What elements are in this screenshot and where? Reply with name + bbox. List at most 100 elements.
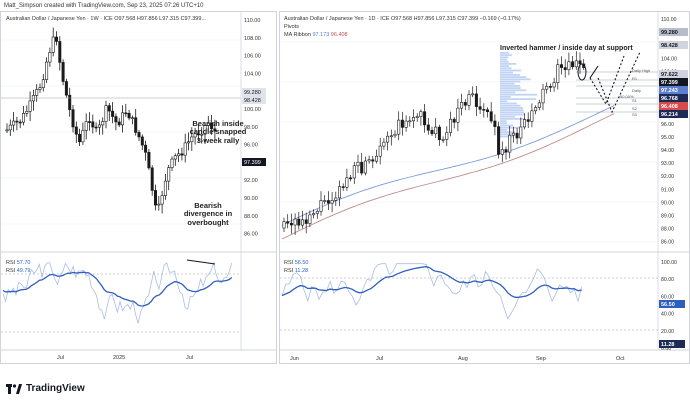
weekly-candle [25,111,29,114]
daily-y-tick: 90.00 [661,200,674,206]
daily-candle [563,67,567,71]
daily-price-tag: 97.243 [661,88,678,94]
weekly-x-tick-jul1: Jul [57,355,65,361]
weekly-candle [121,112,125,126]
projection-path-2 [597,51,641,114]
weekly-y-tick: 86.00 [244,232,258,238]
daily-y-tick: 86.00 [661,240,674,246]
daily-x-tick: Sep [536,356,546,362]
volume-profile-bar [500,104,521,107]
daily-candle [371,159,375,162]
daily-candle [500,149,504,155]
daily-candle [489,111,493,122]
daily-x-tick: Oct [616,356,625,362]
daily-candle [471,93,475,96]
daily-candle [330,200,334,204]
daily-y-tick: 89.00 [661,214,674,220]
daily-candle [315,211,319,214]
weekly-candle [15,120,19,123]
daily-candle [508,134,512,153]
tradingview-logo[interactable]: TradingView [6,383,85,394]
weekly-candle [170,158,174,168]
volume-profile-bar [500,69,522,72]
weekly-y-tick: 90.00 [244,196,258,202]
daily-rsi-y-tick: 100.00 [661,260,677,266]
weekly-y-tick: 96.00 [244,143,258,149]
inverted-hammer-note: Inverted hammer / inside day at support [500,45,633,52]
weekly-candle [187,141,191,144]
daily-candle [441,139,445,141]
daily-candle [404,120,408,128]
weekly-candle [213,128,217,132]
weekly-chart-legend: Australian Dollar / Japanese Yen · 1W · … [6,16,206,22]
daily-candle [537,102,541,108]
tradingview-logo-icon [6,383,22,394]
weekly-y-tick: 88.00 [244,214,258,220]
daily-candle [478,106,482,110]
weekly-candle [177,153,181,157]
volume-profile-bar [500,135,514,138]
weekly-y-tick: 108.00 [244,36,261,42]
ma-ribbon-fast [281,105,615,226]
daily-candle [519,126,523,139]
daily-candle [367,159,371,162]
pivot-label: S2 [632,106,638,111]
daily-candle [382,141,386,147]
weekly-candle [74,126,78,135]
daily-candle [523,119,527,128]
weekly-candle [114,116,118,123]
daily-candle [467,94,471,106]
daily-candle [449,118,453,133]
weekly-candle [28,100,32,112]
daily-candle [326,200,330,204]
volume-profile-bar [500,113,526,116]
weekly-price-chart[interactable]: 110.00108.00106.00104.00102.00100.0098.0… [1,12,277,364]
daily-candle [412,117,416,122]
weekly-candle [58,41,62,63]
daily-candle [437,126,441,140]
daily-price-tag-bg [659,86,688,94]
weekly-candle [117,121,121,126]
chart-caption: Matt_Simpson created with TradingView.co… [4,3,204,9]
daily-candle [460,102,464,109]
daily-candle [352,165,356,179]
weekly-chart-panel[interactable]: Australian Dollar / Japanese Yen · 1W · … [0,11,277,364]
daily-price-chart[interactable]: Daily HighR1DailyS1S2S350.00%110.00108.0… [280,12,690,364]
volume-profile-bar [500,118,525,120]
weekly-candle [61,62,65,82]
daily-y-tick: 95.00 [661,135,674,141]
daily-candle [389,135,393,138]
daily-x-tick: Aug [458,356,468,362]
daily-chart-panel[interactable]: Australian Dollar / Japanese Yen · 1D · … [279,11,690,364]
weekly-candle [45,61,49,80]
weekly-candle [160,195,164,205]
daily-candle [360,161,364,174]
volume-profile-bar [500,80,521,83]
daily-candle [511,132,515,136]
volume-profile-bar [500,111,525,114]
weekly-candle [203,125,207,135]
volume-profile-bar [500,96,511,98]
daily-price-tag-bg [659,28,688,36]
weekly-y-tick: 110.00 [244,18,260,24]
daily-candle [456,107,460,123]
weekly-candle [51,36,55,53]
pivot-label: R1 [632,76,638,81]
volume-profile-bar [500,60,509,63]
daily-candle [323,200,327,202]
pivot-label: Daily [632,88,641,93]
weekly-candle [127,112,131,119]
weekly-candle [180,153,184,156]
weekly-candle [84,121,88,131]
weekly-candle [91,121,95,128]
weekly-candle [5,129,9,132]
volume-profile-bar [500,71,513,74]
inverted-hammer-highlight [577,63,587,81]
daily-candle [445,132,449,140]
daily-price-tag-bg [659,41,688,49]
daily-rsi-tag-bg [659,340,685,348]
daily-candle [386,135,390,143]
daily-price-tag: 97.399 [661,80,678,86]
volume-profile-bar [500,82,515,85]
daily-candle [297,218,301,226]
